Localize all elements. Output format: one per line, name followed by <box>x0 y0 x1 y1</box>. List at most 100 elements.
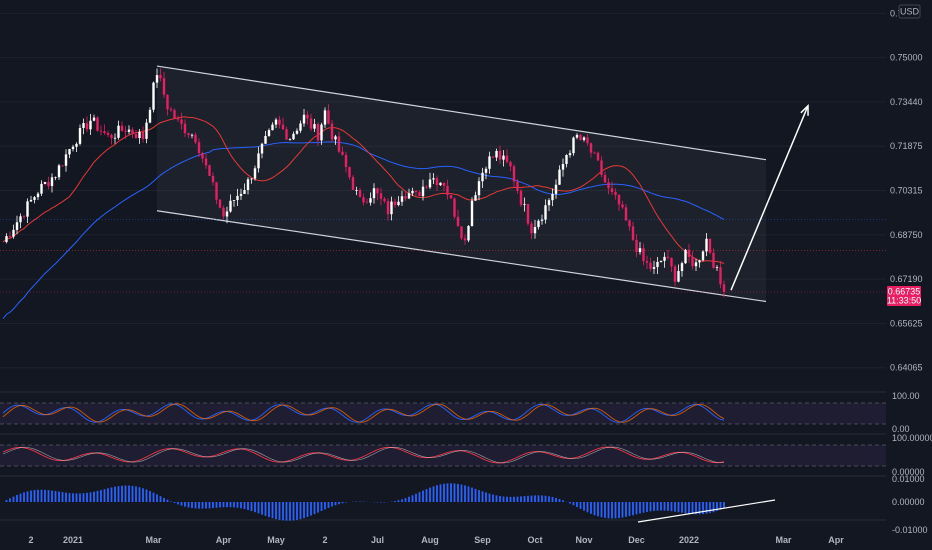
candle-body[interactable] <box>68 149 71 155</box>
candle-body[interactable] <box>561 164 565 170</box>
candle-body[interactable] <box>390 201 393 215</box>
candle-body[interactable] <box>323 110 327 125</box>
candle-body[interactable] <box>694 262 698 267</box>
candle-body[interactable] <box>579 134 582 140</box>
candle-body[interactable] <box>99 130 103 132</box>
candle-body[interactable] <box>334 136 337 140</box>
candle-body[interactable] <box>474 195 477 201</box>
candle-body[interactable] <box>362 197 365 203</box>
candle-body[interactable] <box>558 169 561 185</box>
candle-body[interactable] <box>379 193 383 199</box>
candle-body[interactable] <box>530 223 533 234</box>
candle-body[interactable] <box>271 124 274 131</box>
candle-body[interactable] <box>502 155 505 160</box>
candle-body[interactable] <box>414 190 418 193</box>
candle-body[interactable] <box>208 165 211 176</box>
candle-body[interactable] <box>687 249 691 257</box>
candle-body[interactable] <box>36 193 40 198</box>
candle-body[interactable] <box>288 139 292 141</box>
candle-body[interactable] <box>631 226 635 240</box>
candle-body[interactable] <box>624 207 628 221</box>
candle-body[interactable] <box>29 199 33 202</box>
candle-body[interactable] <box>348 167 351 178</box>
candle-body[interactable] <box>621 204 624 208</box>
candle-body[interactable] <box>400 196 404 202</box>
candle-body[interactable] <box>120 125 124 131</box>
candle-body[interactable] <box>596 152 600 161</box>
candle-body[interactable] <box>656 261 659 268</box>
candle-body[interactable] <box>33 197 36 200</box>
candle-body[interactable] <box>453 198 456 217</box>
candle-body[interactable] <box>663 256 666 261</box>
candle-body[interactable] <box>19 216 22 223</box>
candle-body[interactable] <box>344 154 348 168</box>
candle-body[interactable] <box>169 109 173 111</box>
candle-body[interactable] <box>463 238 467 241</box>
candle-body[interactable] <box>50 177 54 187</box>
candle-body[interactable] <box>253 168 257 179</box>
candle-body[interactable] <box>537 220 540 228</box>
candle-body[interactable] <box>54 177 57 179</box>
candle-body[interactable] <box>540 219 544 221</box>
candle-body[interactable] <box>43 182 47 184</box>
candle-body[interactable] <box>411 190 414 194</box>
candle-body[interactable] <box>194 134 197 143</box>
candle-body[interactable] <box>554 184 558 194</box>
candle-body[interactable] <box>173 110 176 119</box>
candle-body[interactable] <box>575 134 579 138</box>
candle-body[interactable] <box>600 160 603 175</box>
candle-body[interactable] <box>698 260 701 263</box>
candle-body[interactable] <box>320 124 323 141</box>
candle-body[interactable] <box>383 198 386 202</box>
candle-body[interactable] <box>670 257 673 267</box>
candle-body[interactable] <box>201 152 204 159</box>
currency-badge[interactable]: USD <box>898 4 921 19</box>
candle-body[interactable] <box>365 202 369 204</box>
candle-body[interactable] <box>386 201 390 215</box>
candle-body[interactable] <box>397 201 400 206</box>
candle-body[interactable] <box>652 267 656 269</box>
candle-body[interactable] <box>526 203 530 224</box>
current-price-tag[interactable] <box>887 286 921 307</box>
candle-body[interactable] <box>243 189 246 194</box>
candle-body[interactable] <box>78 127 82 144</box>
candle-body[interactable] <box>684 249 687 264</box>
candle-body[interactable] <box>295 130 299 134</box>
candle-body[interactable] <box>106 132 110 135</box>
candle-body[interactable] <box>491 156 495 158</box>
candle-body[interactable] <box>421 186 425 197</box>
candle-body[interactable] <box>498 150 502 160</box>
candle-body[interactable] <box>589 143 593 153</box>
candle-body[interactable] <box>712 252 715 268</box>
candle-body[interactable] <box>96 117 99 131</box>
candle-body[interactable] <box>155 75 159 83</box>
candle-body[interactable] <box>715 267 719 269</box>
candle-body[interactable] <box>607 182 610 189</box>
candle-body[interactable] <box>376 188 379 194</box>
candle-body[interactable] <box>306 114 309 119</box>
candle-body[interactable] <box>215 182 218 200</box>
candle-body[interactable] <box>351 177 355 190</box>
candle-body[interactable] <box>218 199 222 208</box>
candle-body[interactable] <box>519 190 523 205</box>
candle-body[interactable] <box>460 226 463 239</box>
candle-body[interactable] <box>638 248 642 253</box>
candle-body[interactable] <box>484 168 488 173</box>
candle-body[interactable] <box>145 122 148 139</box>
candle-body[interactable] <box>22 216 26 218</box>
candle-body[interactable] <box>131 129 134 135</box>
candle-body[interactable] <box>285 129 288 140</box>
candle-body[interactable] <box>141 131 145 139</box>
candle-body[interactable] <box>404 196 407 199</box>
candle-body[interactable] <box>446 185 449 195</box>
candle-body[interactable] <box>432 178 435 180</box>
candle-body[interactable] <box>456 216 460 227</box>
candle-body[interactable] <box>369 198 372 203</box>
candle-body[interactable] <box>148 109 152 123</box>
candle-body[interactable] <box>330 123 334 140</box>
candle-body[interactable] <box>211 175 215 183</box>
candle-body[interactable] <box>225 211 229 217</box>
candle-body[interactable] <box>603 174 607 183</box>
candle-body[interactable] <box>82 123 85 128</box>
